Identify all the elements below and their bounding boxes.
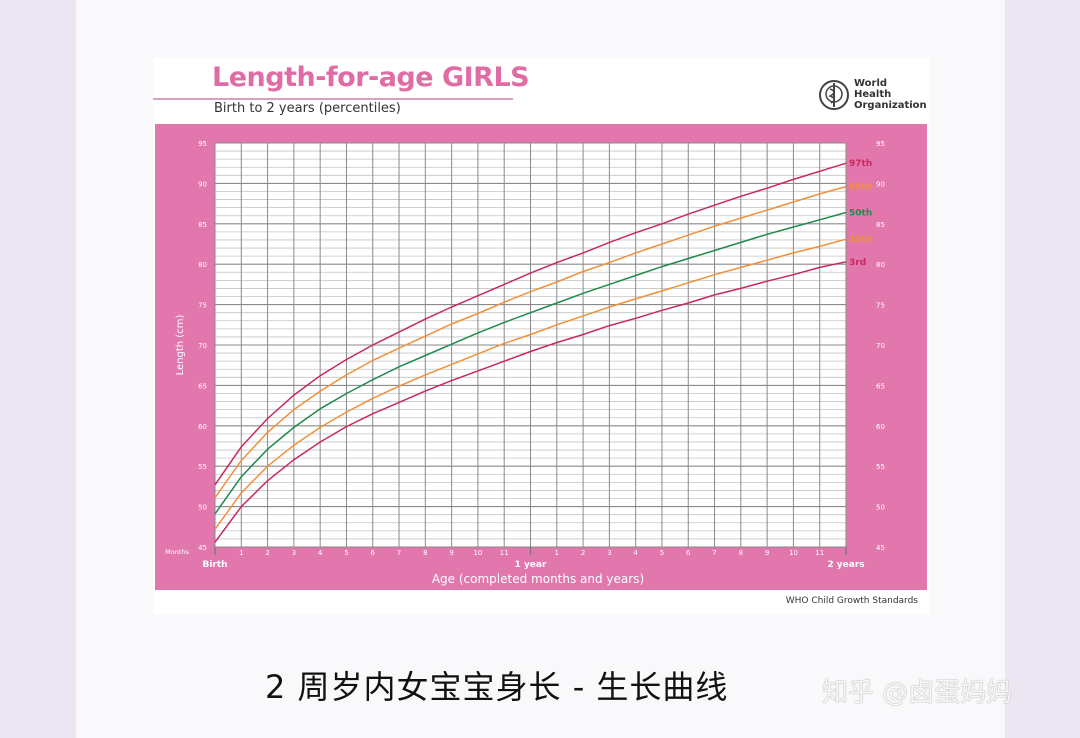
x-tick-label: 4	[633, 549, 638, 557]
x-tick-label: 10	[789, 549, 798, 557]
x-tick-label: 4	[318, 549, 323, 557]
series-line-50th	[214, 211, 847, 515]
series-label-97th: 97th	[849, 159, 872, 169]
chart-title: Length-for-age GIRLS	[212, 62, 530, 93]
x-tick-label: 8	[739, 549, 743, 557]
y-tick-label-left: 65	[198, 382, 207, 390]
series-label-85th: 85th	[849, 183, 872, 193]
x-tick-label: 1	[239, 549, 243, 557]
x-tick-label: 2	[265, 549, 269, 557]
y-tick-label-left: 90	[198, 180, 207, 188]
y-tick-label-left: 60	[198, 423, 207, 431]
x-tick-label: 7	[712, 549, 716, 557]
x-tick-label: 11	[815, 549, 824, 557]
y-axis-title: Length (cm)	[175, 315, 186, 376]
x-tick-label: 3	[292, 549, 296, 557]
who-emblem-icon	[819, 79, 849, 110]
who-logo: World Health Organization	[818, 78, 927, 111]
y-tick-label-left: 55	[198, 463, 207, 471]
chart-footer: WHO Child Growth Standards	[785, 596, 918, 606]
y-tick-label-right: 90	[876, 180, 885, 188]
x-major-label: 2 years	[827, 560, 864, 570]
title-divider	[153, 98, 513, 100]
watermark: 知乎 @卤蛋妈妈	[822, 678, 1013, 708]
y-tick-label-right: 95	[876, 140, 885, 148]
x-tick-label: 6	[686, 549, 691, 557]
series-line-85th	[214, 185, 847, 499]
x-tick-label: 5	[344, 549, 348, 557]
x-tick-label: 9	[449, 549, 453, 557]
y-tick-label-left: 85	[198, 221, 207, 229]
image-caption: 2 周岁内女宝宝身长 - 生长曲线	[265, 668, 729, 706]
x-tick-label: 1	[555, 549, 559, 557]
x-tick-label: 11	[500, 549, 509, 557]
series-label-15th: 15th	[849, 235, 872, 245]
x-axis-title: Age (completed months and years)	[432, 572, 644, 586]
x-major-label: 1 year	[515, 560, 547, 570]
x-tick-label: 5	[660, 549, 664, 557]
x-tick-label: 8	[423, 549, 427, 557]
y-tick-label-right: 75	[876, 302, 885, 310]
y-tick-label-right: 85	[876, 221, 885, 229]
chart-subtitle: Birth to 2 years (percentiles)	[214, 101, 401, 116]
x-tick-label: 2	[581, 549, 585, 557]
x-tick-label: 9	[765, 549, 769, 557]
y-tick-label-right: 60	[876, 423, 885, 431]
y-tick-label-left: 80	[198, 261, 207, 269]
y-tick-label-left: 70	[198, 342, 207, 350]
y-tick-label-right: 65	[876, 382, 885, 390]
who-logo-text: World Health Organization	[854, 78, 927, 111]
x-tick-label: 7	[397, 549, 401, 557]
series-line-3rd	[214, 261, 847, 543]
x-major-label: Birth	[202, 560, 227, 570]
x-tick-label: 10	[473, 549, 482, 557]
months-label: Months	[165, 548, 189, 556]
y-tick-label-right: 45	[876, 544, 885, 552]
y-tick-label-right: 80	[876, 261, 885, 269]
series-label-3rd: 3rd	[849, 258, 866, 268]
series-line-15th	[214, 238, 847, 530]
x-tick-label: 6	[371, 549, 376, 557]
y-tick-label-right: 50	[876, 504, 885, 512]
y-tick-label-left: 95	[198, 140, 207, 148]
x-tick-label: 3	[607, 549, 611, 557]
series-line-97th	[214, 162, 847, 486]
series-label-50th: 50th	[849, 208, 872, 218]
y-tick-label-right: 55	[876, 463, 885, 471]
y-tick-label-left: 75	[198, 302, 207, 310]
y-tick-label-right: 70	[876, 342, 885, 350]
y-tick-label-left: 50	[198, 504, 207, 512]
y-tick-label-left: 45	[198, 544, 207, 552]
